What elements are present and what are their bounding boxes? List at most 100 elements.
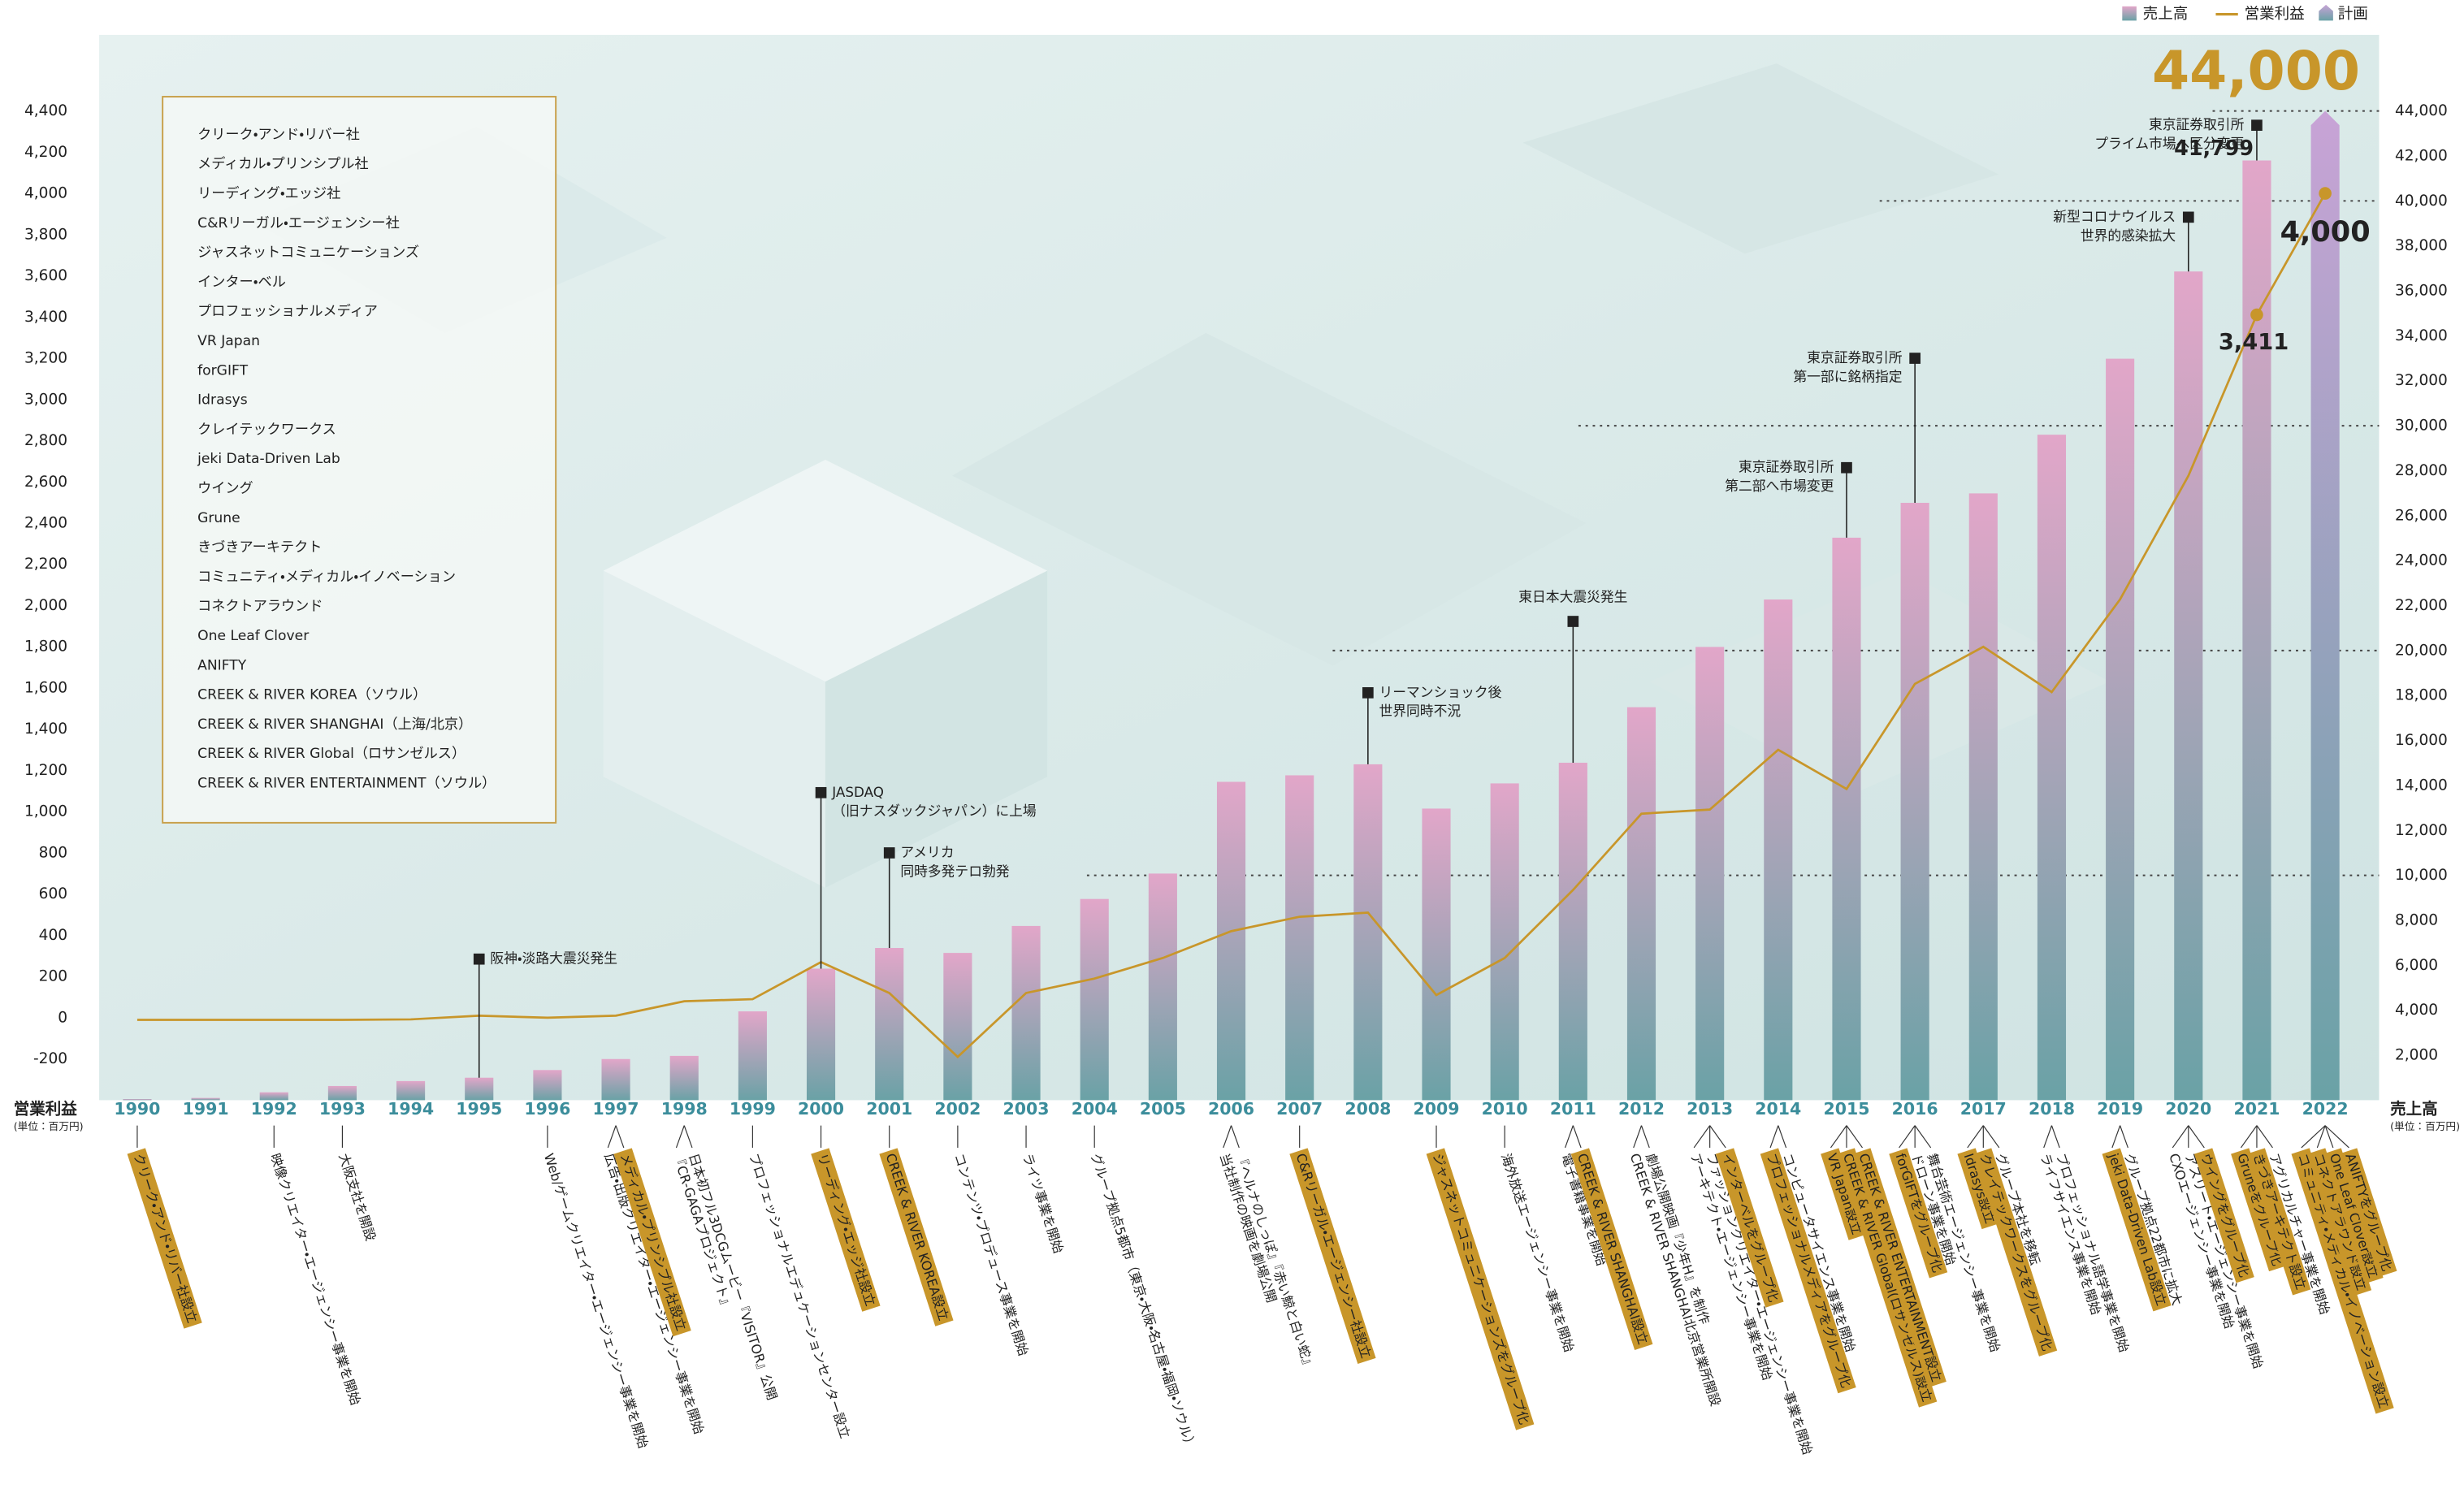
y-tick-label: 2,800 bbox=[24, 432, 67, 449]
milestone: グループ拠点5都市（東京・大阪・名古屋・福岡・ソウル） bbox=[1088, 1152, 1198, 1452]
y-tick-label: 3,600 bbox=[24, 267, 67, 284]
y-tick-label: 2,400 bbox=[24, 515, 67, 532]
y2-tick-label: 6,000 bbox=[2395, 957, 2438, 974]
y2-tick-label: 30,000 bbox=[2395, 418, 2448, 435]
x-tick-label: 2005 bbox=[1140, 1099, 1186, 1119]
bar bbox=[601, 1058, 630, 1101]
bar bbox=[191, 1097, 220, 1101]
milestone: クリーク・アンド・リバー社設立 bbox=[127, 1148, 202, 1329]
plan-bar bbox=[2310, 110, 2340, 1101]
y2-tick-label: 26,000 bbox=[2395, 507, 2448, 524]
value-label: 41,799 bbox=[2174, 136, 2254, 160]
x-tick-label: 2021 bbox=[2233, 1099, 2280, 1119]
milestone-highlight bbox=[2102, 1148, 2172, 1312]
company-name: ジャスネットコミュニケーションズ bbox=[197, 245, 419, 261]
x-tick-label: 2022 bbox=[2302, 1099, 2349, 1119]
milestone-highlight bbox=[2246, 1148, 2311, 1296]
x-tick-label: 2000 bbox=[798, 1099, 844, 1119]
annotation-text: 第一部に銘柄指定 bbox=[1793, 368, 1902, 384]
annotation-marker bbox=[1567, 616, 1579, 627]
x-tick-label: 2011 bbox=[1550, 1099, 1596, 1119]
milestone-connector bbox=[1899, 1125, 1916, 1149]
y2-axis-title: 売上高 bbox=[2390, 1100, 2438, 1119]
company-name: forGIFT bbox=[197, 362, 249, 379]
x-tick-label: 2016 bbox=[1892, 1099, 1938, 1119]
bar bbox=[1490, 783, 1519, 1101]
bar bbox=[1900, 503, 1929, 1101]
milestone-connector bbox=[2324, 1125, 2334, 1149]
annotation-text: 東日本大震災発生 bbox=[1518, 589, 1627, 605]
x-tick-label: 2012 bbox=[1618, 1099, 1665, 1119]
company-name: きづきアーキテクト bbox=[197, 539, 322, 556]
bar bbox=[1216, 781, 1246, 1101]
x-tick-label: 2001 bbox=[866, 1099, 912, 1119]
milestone-highlight bbox=[127, 1148, 202, 1329]
point bbox=[2319, 187, 2332, 200]
annotation-text: 世界同時不況 bbox=[1379, 703, 1462, 719]
company-name: コネクトアラウンド bbox=[197, 599, 323, 615]
company-name: CREEK & RIVER KOREA（ソウル） bbox=[197, 687, 427, 703]
bar bbox=[1968, 493, 1998, 1101]
y-tick-label: 4,000 bbox=[24, 185, 67, 202]
milestone-connector bbox=[2301, 1125, 2326, 1149]
milestone-connector bbox=[1223, 1125, 1232, 1149]
milestone-highlight bbox=[1289, 1148, 1376, 1365]
y2-axis-unit: (単位：百万円) bbox=[2390, 1120, 2460, 1132]
milestone-connector bbox=[1640, 1125, 1650, 1149]
y2-tick-label: 18,000 bbox=[2395, 687, 2448, 704]
bar bbox=[943, 953, 972, 1101]
y-tick-label: 1,400 bbox=[24, 721, 67, 738]
y-tick-label: 600 bbox=[39, 885, 67, 902]
y2-tick-label: 32,000 bbox=[2395, 372, 2448, 389]
milestone: 大阪支社を開設 bbox=[336, 1152, 379, 1243]
milestone: CREEK & RIVER KOREA設立 bbox=[879, 1148, 954, 1326]
bar bbox=[465, 1077, 494, 1101]
company-name: Idrasys bbox=[197, 392, 248, 409]
y-tick-label: 2,600 bbox=[24, 474, 67, 491]
milestone-connector bbox=[2324, 1125, 2349, 1149]
milestone-connector bbox=[1693, 1125, 1711, 1149]
milestone-connector bbox=[1778, 1125, 1787, 1149]
company-name: メディカル・プリンシプル社 bbox=[197, 155, 369, 172]
y-tick-label: 800 bbox=[39, 844, 67, 861]
milestone-text: ライツ事業を開始 bbox=[1020, 1152, 1067, 1256]
x-tick-label: 2014 bbox=[1755, 1099, 1801, 1119]
annotation-marker bbox=[2251, 119, 2263, 132]
annotation-text: 東京証券取引所 bbox=[1739, 459, 1834, 475]
milestone-connector bbox=[2240, 1125, 2258, 1149]
bar bbox=[2242, 160, 2271, 1101]
milestone-connector bbox=[1633, 1125, 1643, 1149]
milestone-highlight bbox=[1972, 1148, 2058, 1357]
milestone-connector bbox=[1846, 1125, 1863, 1149]
milestone-text: クリーク・アンド・リバー社設立 bbox=[131, 1152, 201, 1325]
milestone: ライツ事業を開始 bbox=[1020, 1152, 1067, 1256]
milestone-highlight bbox=[2323, 1148, 2384, 1284]
company-name: VR Japan bbox=[197, 333, 260, 349]
y2-tick-label: 4,000 bbox=[2395, 1002, 2438, 1019]
annotation-text: アメリカ bbox=[900, 844, 954, 860]
milestone-highlight bbox=[2339, 1148, 2397, 1277]
x-tick-label: 1995 bbox=[456, 1099, 502, 1119]
milestone-highlight bbox=[1889, 1148, 1948, 1279]
y2-tick-label: 22,000 bbox=[2395, 597, 2448, 614]
point bbox=[2250, 308, 2263, 322]
y2-tick-label: 24,000 bbox=[2395, 552, 2448, 569]
y-tick-label: 2,000 bbox=[24, 597, 67, 614]
y-tick-label: 4,400 bbox=[24, 102, 67, 119]
x-tick-label: 2009 bbox=[1414, 1099, 1460, 1119]
company-name: ウイング bbox=[197, 480, 253, 496]
bar bbox=[1764, 599, 1793, 1101]
y-tick-label: 1,600 bbox=[24, 679, 67, 696]
y2-tick-label: 42,000 bbox=[2395, 147, 2448, 164]
annotation-marker bbox=[815, 786, 827, 798]
bar bbox=[669, 1055, 699, 1101]
milestone-highlight bbox=[1821, 1148, 1867, 1240]
annotation-text: 阪神・淡路大震災発生 bbox=[490, 950, 617, 967]
y-tick-label: 1,200 bbox=[24, 762, 67, 779]
legend-swatch bbox=[2319, 4, 2333, 21]
milestone-connector bbox=[2111, 1125, 2121, 1149]
value-label: 4,000 bbox=[2280, 215, 2371, 249]
milestone: コンテンツ・プロデュース事業を開始 bbox=[951, 1152, 1032, 1358]
legend-label: 売上高 bbox=[2143, 6, 2189, 23]
